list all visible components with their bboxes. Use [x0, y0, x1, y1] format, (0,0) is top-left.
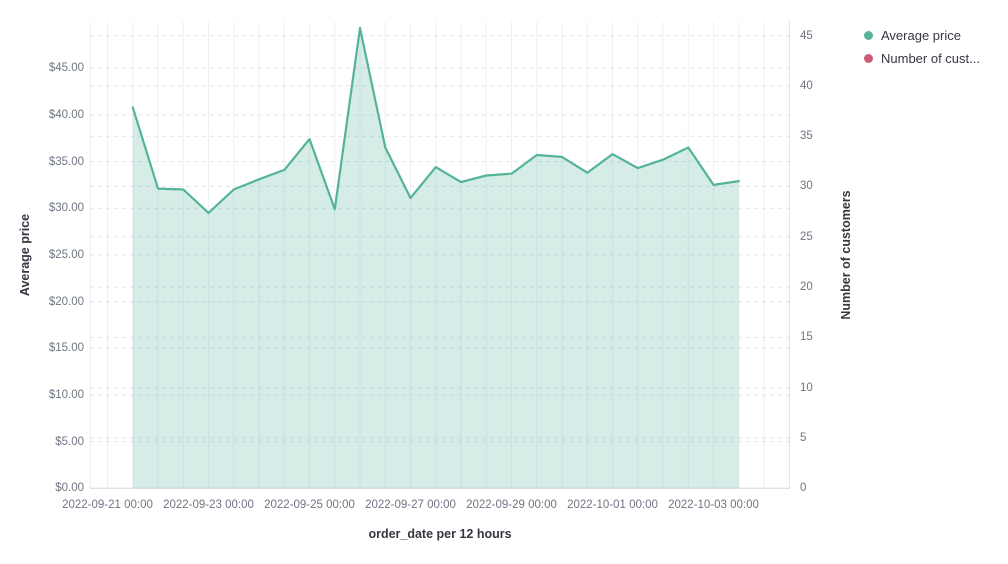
series-area-average-price	[132, 28, 739, 489]
area-chart-plot[interactable]	[90, 21, 790, 489]
y-axis-left-tick-label: $45.00	[48, 62, 84, 75]
y-axis-right-tick-label: 20	[800, 281, 813, 294]
legend-item-label: Average price	[881, 27, 961, 43]
y-axis-left-title: Average price	[18, 213, 32, 297]
y-axis-left-tick-label: $20.00	[48, 295, 84, 308]
legend-item-label: Number of cust...	[881, 50, 980, 66]
y-axis-left-tick-label: $40.00	[48, 108, 84, 121]
y-axis-right-tick-label: 30	[800, 180, 813, 193]
y-axis-left-tick-label: $0.00	[55, 482, 84, 495]
y-axis-right-tick-label: 5	[800, 431, 807, 444]
y-axis-right-title: Number of customers	[839, 190, 853, 320]
x-axis-tick-label: 2022-10-03 00:00	[668, 499, 759, 511]
x-axis-tick-label: 2022-09-23 00:00	[163, 499, 254, 511]
legend-item-number-of-customers[interactable]: Number of cust...	[864, 47, 980, 70]
y-axis-left-tick-label: $5.00	[55, 435, 84, 448]
x-axis-tick-label: 2022-09-27 00:00	[365, 499, 456, 511]
chart-legend: Average price Number of cust...	[864, 24, 980, 70]
y-axis-left-tick-label: $15.00	[48, 342, 84, 355]
y-axis-right-tick-label: 0	[800, 482, 807, 495]
y-axis-right-tick-label: 25	[800, 230, 813, 243]
x-axis-tick-label: 2022-09-21 00:00	[62, 499, 153, 511]
x-axis-title: order_date per 12 hours	[368, 527, 512, 541]
legend-item-average-price[interactable]: Average price	[864, 24, 980, 47]
x-axis-tick-label: 2022-09-25 00:00	[264, 499, 355, 511]
y-axis-right-tick-label: 40	[800, 79, 813, 92]
y-axis-right-tick-label: 15	[800, 331, 813, 344]
x-axis-tick-label: 2022-09-29 00:00	[466, 499, 557, 511]
y-axis-left-tick-label: $25.00	[48, 248, 84, 261]
y-axis-left-tick-label: $35.00	[48, 155, 84, 168]
series-line-average-price	[131, 26, 740, 214]
series-color-dot-icon	[864, 54, 873, 63]
x-axis-tick-label: 2022-10-01 00:00	[567, 499, 658, 511]
y-axis-right-tick-label: 35	[800, 130, 813, 143]
series-color-dot-icon	[864, 31, 873, 40]
y-axis-left-tick-label: $30.00	[48, 202, 84, 215]
y-axis-right-tick-label: 45	[800, 29, 813, 42]
y-axis-left-tick-label: $10.00	[48, 388, 84, 401]
y-axis-right-tick-label: 10	[800, 381, 813, 394]
